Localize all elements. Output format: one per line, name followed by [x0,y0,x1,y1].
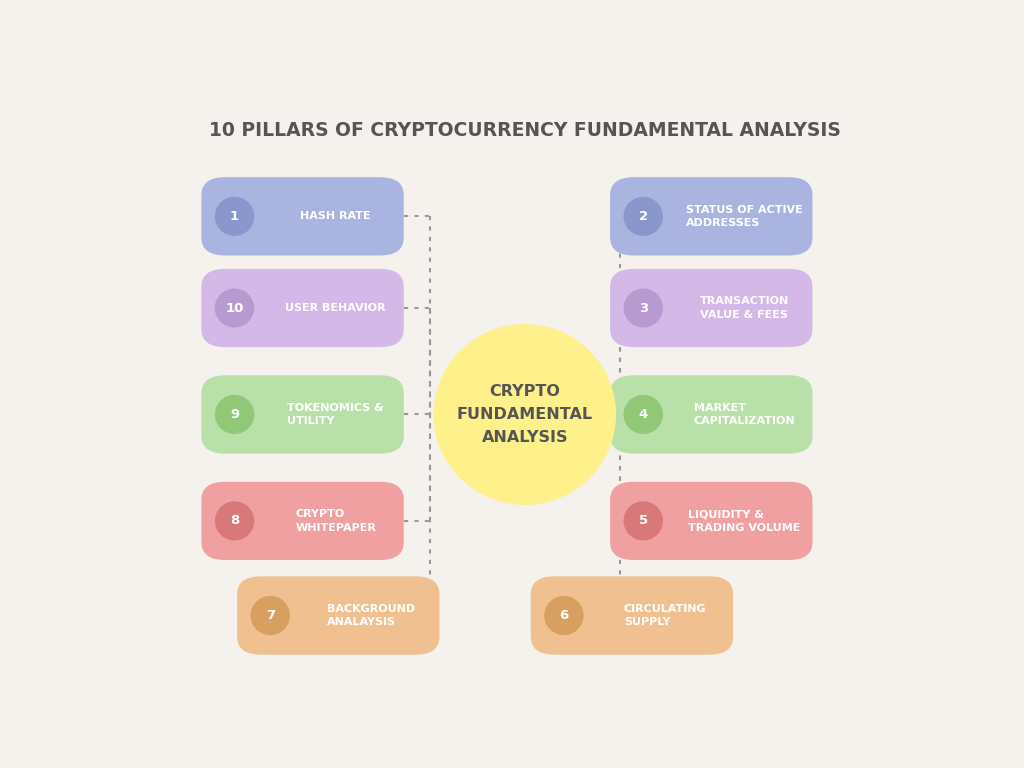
FancyBboxPatch shape [202,376,403,454]
Text: 5: 5 [639,515,648,528]
Ellipse shape [624,502,663,541]
FancyBboxPatch shape [610,269,812,347]
Text: USER BEHAVIOR: USER BEHAVIOR [286,303,386,313]
Ellipse shape [624,395,663,434]
Text: 10: 10 [225,302,244,315]
Text: HASH RATE: HASH RATE [300,211,371,221]
FancyBboxPatch shape [202,177,403,256]
Text: MARKET
CAPITALIZATION: MARKET CAPITALIZATION [693,402,796,426]
Text: CRYPTO
WHITEPAPER: CRYPTO WHITEPAPER [295,509,376,533]
FancyBboxPatch shape [202,482,403,560]
FancyBboxPatch shape [530,576,733,654]
FancyBboxPatch shape [238,576,439,654]
Ellipse shape [544,596,584,635]
Ellipse shape [215,502,254,541]
Text: 7: 7 [265,609,274,622]
Text: 8: 8 [230,515,240,528]
Text: 9: 9 [230,408,240,421]
Text: 4: 4 [639,408,648,421]
Text: BACKGROUND
ANALAYSIS: BACKGROUND ANALAYSIS [328,604,416,627]
Ellipse shape [215,395,254,434]
Ellipse shape [624,197,663,236]
Text: TRANSACTION
VALUE & FEES: TRANSACTION VALUE & FEES [699,296,790,319]
Text: 2: 2 [639,210,648,223]
Ellipse shape [215,197,254,236]
FancyBboxPatch shape [610,482,812,560]
FancyBboxPatch shape [610,376,812,454]
Text: CIRCULATING
SUPPLY: CIRCULATING SUPPLY [624,604,707,627]
Text: 10 PILLARS OF CRYPTOCURRENCY FUNDAMENTAL ANALYSIS: 10 PILLARS OF CRYPTOCURRENCY FUNDAMENTAL… [209,121,841,140]
FancyBboxPatch shape [202,269,403,347]
Ellipse shape [215,289,254,328]
Ellipse shape [433,324,616,505]
Text: TOKENOMICS &
UTILITY: TOKENOMICS & UTILITY [288,402,384,426]
Text: STATUS OF ACTIVE
ADDRESSES: STATUS OF ACTIVE ADDRESSES [686,204,803,228]
FancyBboxPatch shape [610,177,812,256]
Ellipse shape [251,596,290,635]
Text: 6: 6 [559,609,568,622]
Text: CRYPTO
FUNDAMENTAL
ANALYSIS: CRYPTO FUNDAMENTAL ANALYSIS [457,383,593,445]
Text: 3: 3 [639,302,648,315]
Ellipse shape [624,289,663,328]
Text: LIQUIDITY &
TRADING VOLUME: LIQUIDITY & TRADING VOLUME [688,509,801,533]
Text: 1: 1 [230,210,240,223]
